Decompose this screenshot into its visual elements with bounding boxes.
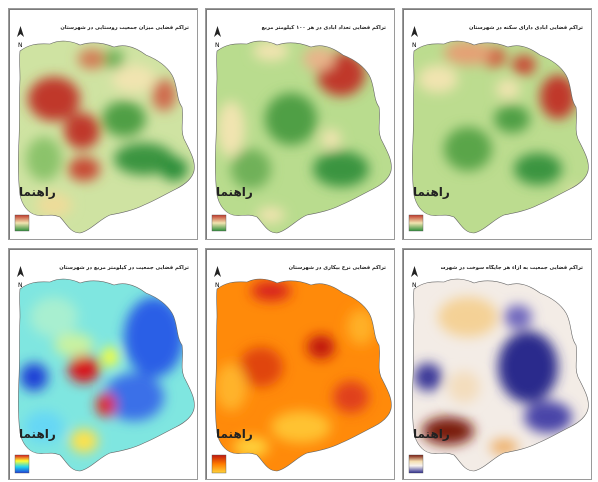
- density-map: [206, 9, 394, 239]
- map-panel-rural-population: N تراکم فضایی میزان جمعیت روستایی در شهر…: [8, 8, 198, 240]
- svg-text:N: N: [412, 42, 417, 49]
- north-arrow-icon: N: [212, 265, 223, 289]
- map-title: تراکم فضایی آبادی دارای سکنه در شهرستان: [469, 25, 583, 31]
- map-title: تراکم فضایی جمعیت در کیلومتر مربع در شهر…: [59, 265, 189, 271]
- map-panel-population-per-km2: N تراکم فضایی جمعیت در کیلومتر مربع در ش…: [8, 248, 198, 480]
- north-arrow-icon: N: [409, 25, 420, 49]
- north-arrow-icon: N: [409, 265, 420, 289]
- map-title: تراکم فضایی میزان جمعیت روستایی در شهرست…: [60, 25, 189, 31]
- density-map: [9, 249, 197, 479]
- north-arrow-icon: N: [15, 265, 26, 289]
- svg-text:N: N: [18, 42, 23, 49]
- map-title: تراکم فضایی جمعیت به ازاء هر جایگاه سوخت…: [441, 265, 583, 271]
- density-map: [9, 9, 197, 239]
- svg-text:N: N: [215, 42, 220, 49]
- map-title: تراکم فضایی نرخ بیکاری در شهرستان: [288, 265, 386, 271]
- map-title: تراکم فضایی تعداد آبادی در هر ۱۰۰ کیلومت…: [261, 25, 386, 31]
- legend-title: راهنما: [19, 185, 56, 199]
- density-map: [403, 9, 591, 239]
- map-panel-inhabited-villages: N تراکم فضایی آبادی دارای سکنه در شهرستا…: [402, 8, 592, 240]
- legend-title: راهنما: [19, 427, 56, 441]
- north-arrow-icon: N: [15, 25, 26, 49]
- map-panel-villages-per-100km2: N تراکم فضایی تعداد آبادی در هر ۱۰۰ کیلو…: [205, 8, 395, 240]
- density-map: [403, 249, 591, 479]
- legend-title: راهنما: [216, 427, 253, 441]
- map-panel-population-per-fuel-station: N تراکم فضایی جمعیت به ازاء هر جایگاه سو…: [402, 248, 592, 480]
- legend-title: راهنما: [413, 185, 450, 199]
- legend-title: راهنما: [413, 427, 450, 441]
- svg-text:N: N: [18, 282, 23, 289]
- density-map: [206, 249, 394, 479]
- north-arrow-icon: N: [212, 25, 223, 49]
- legend-title: راهنما: [216, 185, 253, 199]
- map-panel-unemployment-rate: N تراکم فضایی نرخ بیکاری در شهرستان راهن…: [205, 248, 395, 480]
- svg-text:N: N: [215, 282, 220, 289]
- svg-text:N: N: [412, 282, 417, 289]
